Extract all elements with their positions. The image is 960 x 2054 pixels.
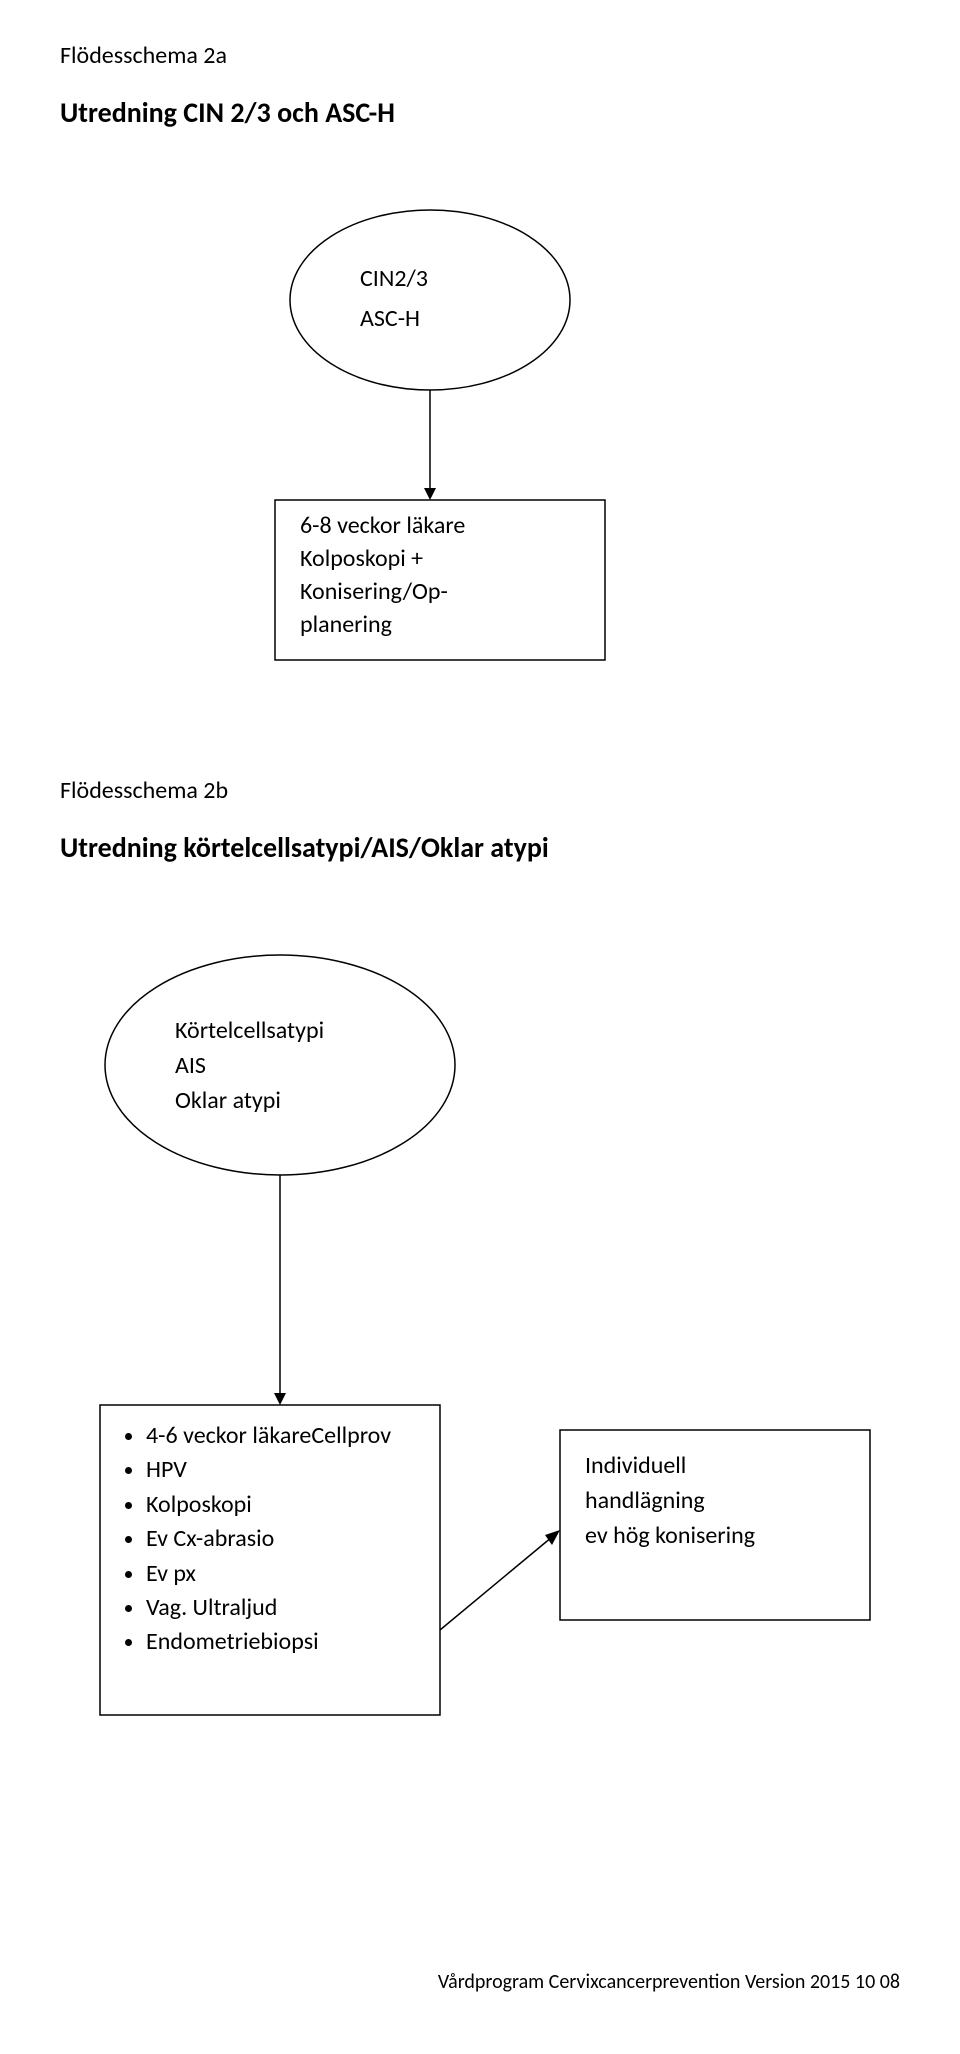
step-b-bullet-list: 4-6 veckor läkareCellprovHPVKolposkopiEv… <box>118 1420 428 1659</box>
step-b-bullet-4: Ev px <box>146 1558 428 1590</box>
step-b-bullet-3: Ev Cx-abrasio <box>146 1523 428 1555</box>
step-b-bullet-2: Kolposkopi <box>146 1489 428 1521</box>
node-ellipse-b-line1: Körtelcellsatypi <box>175 1015 324 1047</box>
node-rect-b-result-line1: Individuell <box>585 1450 686 1482</box>
node-ellipse-b <box>105 955 455 1175</box>
node-rect-b-step-text: 4-6 veckor läkareCellprovHPVKolposkopiEv… <box>118 1420 428 1661</box>
edge-b2 <box>440 1537 552 1630</box>
edge-b2-arrow <box>545 1530 560 1545</box>
step-b-bullet-5: Vag. Ultraljud <box>146 1592 428 1624</box>
node-rect-b-result-line3: ev hög konisering <box>585 1520 755 1552</box>
node-rect-b-result-line2: handlägning <box>585 1485 705 1517</box>
step-b-bullet-6: Endometriebiopsi <box>146 1626 428 1658</box>
page-footer: Vårdprogram Cervixcancerprevention Versi… <box>438 1970 900 1994</box>
node-ellipse-b-line2: AIS <box>175 1050 206 1082</box>
step-b-bullet-0: 4-6 veckor läkareCellprov <box>146 1420 428 1452</box>
edge-b1-arrow <box>274 1393 286 1405</box>
node-ellipse-b-line3: Oklar atypi <box>175 1085 281 1117</box>
step-b-bullet-1: HPV <box>146 1454 428 1486</box>
